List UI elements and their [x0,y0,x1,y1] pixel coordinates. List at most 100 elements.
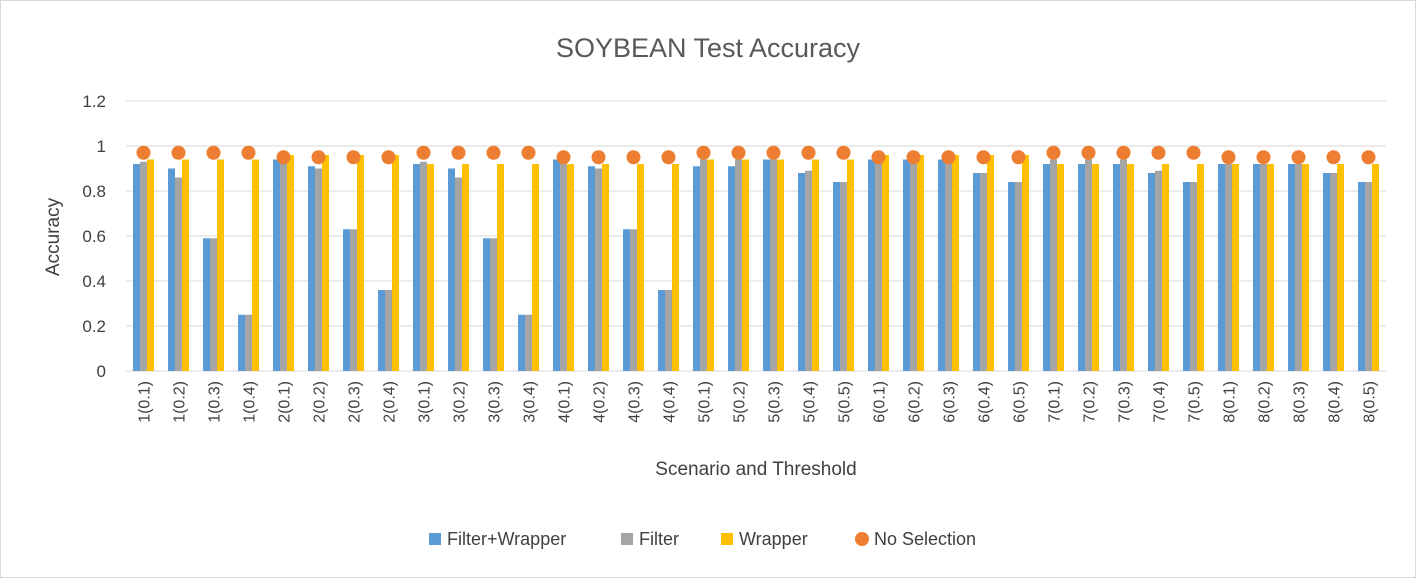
marker-no-selection [871,150,886,165]
bar-wrapper [217,159,224,371]
bar-filter [840,182,847,371]
bar-wrapper [1162,164,1169,371]
marker-no-selection [661,150,676,165]
bar-filter-wrapper [133,164,140,371]
bar-filter-wrapper [1218,164,1225,371]
bar-wrapper [707,159,714,371]
marker-no-selection [1361,150,1376,165]
x-tick-label: 8(0.5) [1362,381,1379,423]
bar-wrapper [252,159,259,371]
bar-filter-wrapper [168,168,175,371]
marker-no-selection [206,145,221,160]
bar-filter-wrapper [553,159,560,371]
bar-filter [490,238,497,371]
bar-filter [1120,159,1127,371]
x-tick-label: 5(0.4) [802,381,819,423]
bar-wrapper [1337,164,1344,371]
x-tick-label: 6(0.3) [942,381,959,423]
marker-no-selection [1291,150,1306,165]
bar-filter [1155,170,1162,371]
bar-filter [665,290,672,371]
bar-filter-wrapper [728,166,735,371]
bar-wrapper [532,164,539,371]
bar-wrapper [392,155,399,371]
x-tick-label: 1(0.3) [207,381,224,423]
bar-wrapper [427,164,434,371]
marker-no-selection [696,145,711,160]
x-tick-label: 3(0.4) [522,381,539,423]
bar-wrapper [567,164,574,371]
bar-filter [1050,159,1057,371]
marker-no-selection [731,145,746,160]
x-tick-label: 7(0.3) [1117,381,1134,423]
bar-wrapper [1372,164,1379,371]
legend-label: Filter [639,529,679,549]
bar-filter [245,314,252,371]
legend-item: Wrapper [721,529,808,549]
x-axis-title: Scenario and Threshold [655,459,856,480]
marker-no-selection [1326,150,1341,165]
x-tick-label: 2(0.2) [312,381,329,423]
bar-filter-wrapper [798,173,805,371]
marker-no-selection [311,150,326,165]
y-axis-ticks: 0 0.2 0.4 0.6 0.8 1 1.2 [82,92,106,381]
x-tick-label: 2(0.3) [347,381,364,423]
bar-filter [875,159,882,371]
marker-no-selection [486,145,501,160]
bar-filter [630,229,637,371]
bar-wrapper [882,155,889,371]
bar-filter-wrapper [903,159,910,371]
bar-filter-wrapper [658,290,665,371]
bar-filter-wrapper [203,238,210,371]
no-selection-markers [136,145,1376,165]
marker-no-selection [451,145,466,160]
bar-wrapper [462,164,469,371]
bar-filter [1085,159,1092,371]
bar-filter [945,159,952,371]
marker-no-selection [976,150,991,165]
bar-wrapper [952,155,959,371]
bar-filter-wrapper [623,229,630,371]
x-tick-label: 8(0.4) [1327,381,1344,423]
bar-wrapper [602,164,609,371]
bar-filter [525,314,532,371]
bar-filter [980,173,987,371]
bar-filter-wrapper [938,159,945,371]
bar-wrapper [182,159,189,371]
legend-swatch [855,532,869,546]
bar-wrapper [497,164,504,371]
x-tick-label: 7(0.5) [1187,381,1204,423]
marker-no-selection [381,150,396,165]
bar-filter-wrapper [763,159,770,371]
bar-wrapper [1302,164,1309,371]
bar-filter-wrapper [973,173,980,371]
bar-filter-wrapper [1323,173,1330,371]
legend-swatch [621,533,633,545]
marker-no-selection [906,150,921,165]
bar-filter-wrapper [273,159,280,371]
marker-no-selection [626,150,641,165]
marker-no-selection [1186,145,1201,160]
y-axis-title: Accuracy [43,197,64,276]
marker-no-selection [1081,145,1096,160]
marker-no-selection [171,145,186,160]
marker-no-selection [1221,150,1236,165]
y-tick-label: 0 [97,362,106,381]
bars [133,155,1379,371]
x-axis-ticks: 1(0.1) 1(0.2) 1(0.3) 1(0.4) 2(0.1) 2(0.2) 2(0.… [137,381,1379,423]
bar-wrapper [1057,164,1064,371]
legend-label: Filter+Wrapper [447,529,566,549]
bar-filter-wrapper [588,166,595,371]
bar-filter-wrapper [413,164,420,371]
legend-swatch [721,533,733,545]
bar-filter-wrapper [448,168,455,371]
bar-filter [735,159,742,371]
bar-filter [700,159,707,371]
chart-title: SOYBEAN Test Accuracy [556,33,861,63]
bar-wrapper [322,155,329,371]
marker-no-selection [801,145,816,160]
x-tick-label: 4(0.1) [557,381,574,423]
bar-filter-wrapper [1113,164,1120,371]
